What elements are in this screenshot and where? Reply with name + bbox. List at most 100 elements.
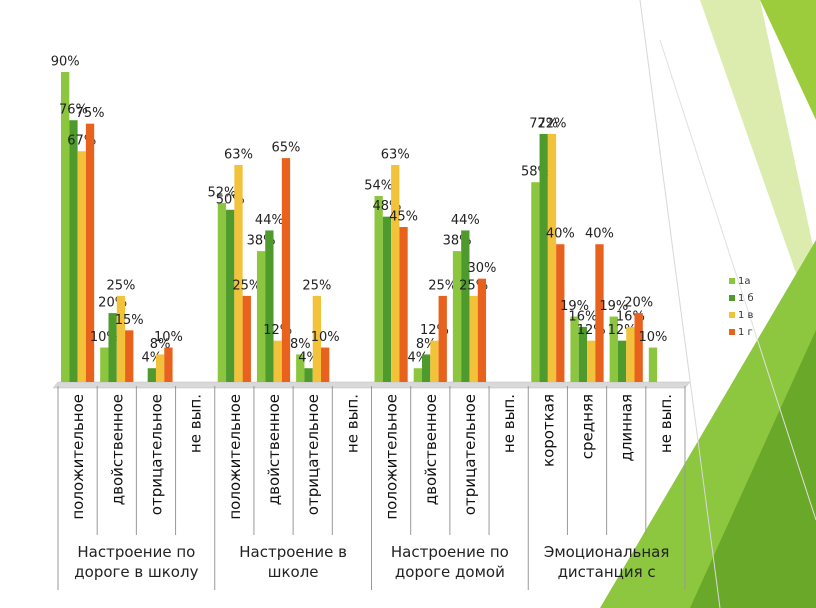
- data-label: 19%: [599, 299, 628, 314]
- data-label: 72%: [538, 117, 567, 132]
- bar: [100, 347, 109, 382]
- category-label: короткая: [539, 394, 557, 467]
- bar: [273, 340, 282, 382]
- bar: [438, 295, 447, 382]
- data-label: 44%: [451, 213, 480, 228]
- legend-swatch: [729, 278, 735, 284]
- bar: [116, 295, 126, 382]
- bar: [256, 251, 266, 382]
- category-label: не вып.: [657, 394, 675, 453]
- data-label: 25%: [428, 278, 457, 293]
- bar: [617, 340, 627, 382]
- background-decor: [600, 0, 816, 608]
- bar: [304, 368, 313, 382]
- category-axis: положительное двойственное отрицательное не…: [57, 386, 686, 590]
- legend-label: 1 в: [738, 310, 754, 321]
- data-label: 25%: [302, 278, 331, 293]
- bar: [452, 251, 462, 382]
- category-label: отрицательное: [147, 394, 165, 515]
- bar: [85, 123, 95, 383]
- plot: 90%76%67%75%10%20%25%15%4%8%10%52%50%63%…: [51, 55, 668, 383]
- legend: 1а 1 б 1 в 1 г: [729, 276, 754, 338]
- bar: [547, 134, 557, 382]
- data-label: 65%: [272, 141, 301, 156]
- bar: [570, 316, 579, 382]
- bar: [61, 72, 70, 382]
- category-label: длинная: [618, 394, 636, 462]
- bar: [125, 330, 134, 382]
- bar: [461, 230, 470, 382]
- bar: [321, 347, 330, 382]
- bar: [147, 368, 156, 382]
- legend-swatch: [729, 312, 735, 318]
- bar: [296, 354, 305, 382]
- bar: [281, 158, 291, 382]
- bar: [391, 165, 400, 382]
- bar: [477, 278, 487, 382]
- data-label: 52%: [207, 185, 236, 200]
- bar: [155, 354, 165, 382]
- bar: [234, 165, 243, 382]
- bar: [382, 216, 392, 382]
- bar: [265, 230, 274, 382]
- category-label: не вып.: [343, 394, 361, 453]
- category-label: положительное: [226, 394, 244, 520]
- category-label: двойственное: [108, 394, 126, 505]
- data-label: 40%: [585, 227, 614, 242]
- legend-label: 1 б: [738, 293, 754, 304]
- category-label: не вып.: [500, 394, 518, 453]
- bar: [609, 316, 618, 382]
- data-label: 72%: [529, 117, 558, 132]
- bar: [226, 209, 235, 382]
- bar: [108, 313, 117, 382]
- bar: [531, 182, 540, 382]
- bar: [469, 295, 478, 382]
- bar: [626, 326, 635, 382]
- data-label: 44%: [255, 213, 284, 228]
- category-label: двойственное: [265, 394, 283, 505]
- data-label: 25%: [232, 278, 261, 293]
- group-label: Настроение по дороге в школу: [74, 543, 199, 581]
- group-label: Эмоциональная дистанция с: [543, 543, 670, 581]
- bar: [634, 313, 643, 382]
- group-label: Настроение по дороге домой: [390, 543, 509, 581]
- category-label: средняя: [579, 394, 597, 459]
- bar: [578, 326, 588, 382]
- category-label: положительное: [383, 394, 401, 520]
- legend-label: 1а: [738, 276, 751, 287]
- data-label: 54%: [364, 179, 393, 194]
- bar: [595, 244, 604, 382]
- category-label: отрицательное: [461, 394, 479, 515]
- bar: [312, 295, 322, 382]
- data-label: 16%: [568, 309, 597, 324]
- data-label: 63%: [224, 148, 253, 163]
- category-label: не вып.: [187, 394, 205, 453]
- data-label: 75%: [76, 106, 105, 121]
- bar: [69, 120, 78, 382]
- legend-swatch: [729, 329, 735, 335]
- data-label: 40%: [546, 227, 575, 242]
- data-label: 63%: [381, 148, 410, 163]
- category-label: положительное: [69, 394, 87, 520]
- bar: [399, 227, 408, 382]
- bar: [77, 151, 86, 382]
- data-label: 10%: [311, 330, 340, 345]
- data-label: 19%: [560, 299, 589, 314]
- bar: [587, 340, 596, 382]
- data-label: 10%: [639, 330, 668, 345]
- category-label: отрицательное: [304, 394, 322, 515]
- data-label: 90%: [51, 55, 80, 70]
- bar: [556, 244, 565, 382]
- bar: [648, 347, 658, 382]
- data-label: 45%: [389, 210, 418, 225]
- data-label: 15%: [115, 313, 144, 328]
- bar: [217, 202, 227, 382]
- data-label: 30%: [467, 261, 496, 276]
- bar: [413, 368, 422, 382]
- legend-label: 1 г: [738, 327, 753, 338]
- bar: [539, 134, 548, 382]
- data-label: 20%: [624, 296, 653, 311]
- data-label: 76%: [59, 103, 88, 118]
